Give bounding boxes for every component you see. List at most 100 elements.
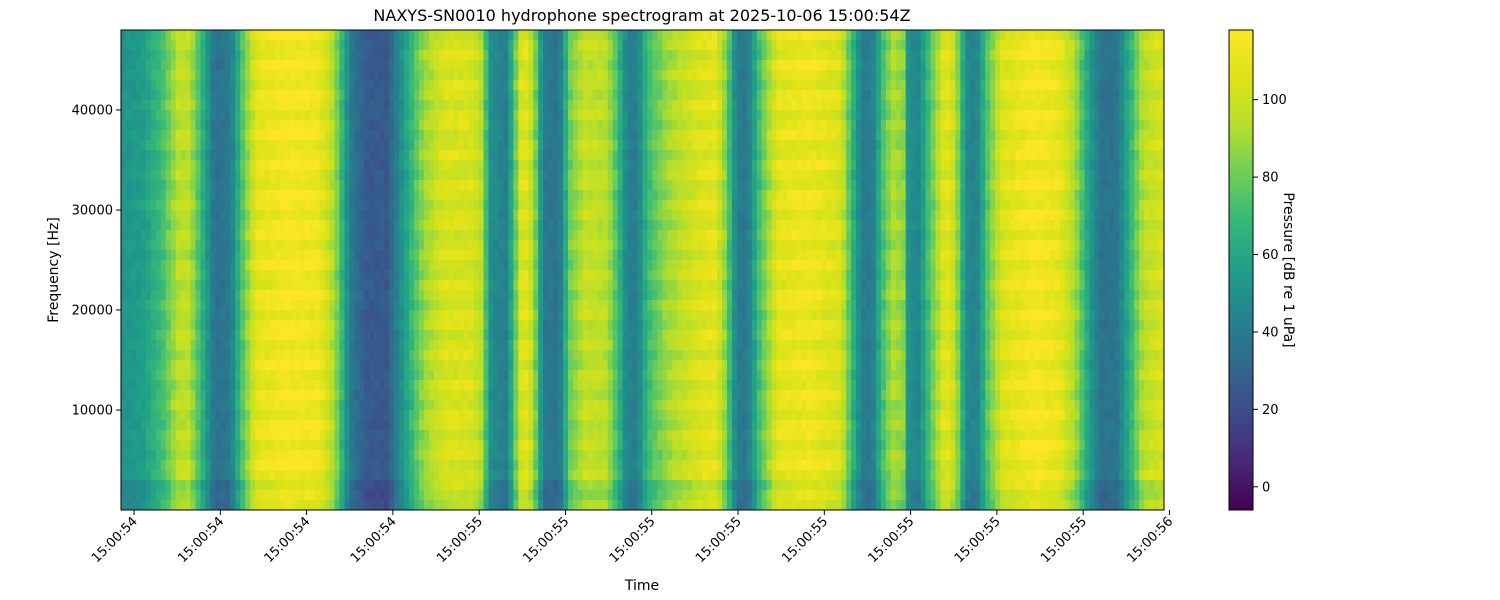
heatmap-cell: [235, 260, 241, 271]
heatmap-cell: [205, 80, 211, 91]
heatmap-cell: [458, 260, 465, 271]
heatmap-cell: [294, 130, 301, 141]
heatmap-cell: [602, 460, 609, 471]
heatmap-cell: [359, 420, 365, 431]
heatmap-cell: [339, 150, 346, 161]
heatmap-cell: [150, 260, 157, 271]
heatmap-cell: [458, 280, 465, 291]
heatmap-cell: [265, 140, 271, 151]
heatmap-cell: [135, 440, 142, 451]
heatmap-cell: [528, 250, 534, 261]
heatmap-cell: [145, 70, 152, 81]
heatmap-cell: [414, 350, 420, 361]
heatmap-cell: [155, 280, 162, 291]
heatmap-cell: [582, 150, 589, 161]
heatmap-cell: [205, 200, 211, 211]
heatmap-cell: [240, 70, 246, 81]
heatmap-cell: [284, 60, 291, 71]
heatmap-cell: [210, 170, 216, 181]
heatmap-cell: [423, 430, 430, 441]
heatmap-cell: [577, 400, 584, 411]
heatmap-cell: [533, 300, 539, 311]
heatmap-cell: [255, 500, 261, 510]
heatmap-cell: [309, 280, 316, 291]
heatmap-cell: [453, 340, 460, 351]
heatmap-cell: [543, 50, 549, 61]
heatmap-cell: [448, 380, 455, 391]
heatmap-cell: [230, 340, 236, 351]
heatmap-cell: [374, 40, 380, 51]
heatmap-cell: [145, 110, 152, 121]
heatmap-cell: [597, 120, 604, 131]
heatmap-cell: [543, 320, 549, 331]
heatmap-cell: [592, 410, 599, 421]
heatmap-cell: [125, 500, 132, 510]
heatmap-cell: [155, 30, 162, 41]
heatmap-cell: [240, 190, 246, 201]
heatmap-cell: [255, 460, 261, 471]
heatmap-cell: [185, 320, 192, 331]
heatmap-cell: [518, 350, 524, 361]
heatmap-cell: [513, 210, 519, 221]
heatmap-cell: [513, 380, 519, 391]
heatmap-cell: [463, 470, 470, 481]
heatmap-cell: [150, 320, 157, 331]
heatmap-cell: [592, 80, 599, 91]
heatmap-cell: [250, 100, 256, 111]
heatmap-cell: [299, 290, 306, 301]
heatmap-cell: [453, 200, 460, 211]
heatmap-cell: [369, 40, 375, 51]
heatmap-cell: [433, 190, 440, 201]
heatmap-cell: [577, 320, 584, 331]
heatmap-cell: [205, 380, 211, 391]
heatmap-cell: [597, 300, 604, 311]
heatmap-cell: [617, 110, 624, 121]
heatmap-cell: [528, 130, 534, 141]
heatmap-cell: [438, 90, 445, 101]
heatmap-cell: [587, 270, 594, 281]
heatmap-cell: [478, 270, 485, 281]
heatmap-cell: [200, 100, 207, 111]
heatmap-cell: [299, 470, 306, 481]
heatmap-cell: [627, 330, 634, 341]
heatmap-cell: [404, 430, 410, 441]
heatmap-cell: [538, 430, 544, 441]
heatmap-cell: [602, 270, 609, 281]
heatmap-cell: [260, 440, 266, 451]
heatmap-cell: [220, 100, 226, 111]
heatmap-cell: [409, 490, 415, 501]
heatmap-cell: [250, 120, 256, 131]
heatmap-cell: [488, 470, 495, 481]
heatmap-cell: [195, 280, 202, 291]
heatmap-cell: [423, 400, 430, 411]
heatmap-cell: [423, 350, 430, 361]
heatmap-cell: [498, 250, 505, 261]
heatmap-cell: [443, 370, 450, 381]
heatmap-cell: [265, 460, 271, 471]
heatmap-cell: [185, 170, 192, 181]
heatmap-cell: [200, 470, 207, 481]
heatmap-cell: [299, 110, 306, 121]
heatmap-cell: [553, 290, 559, 301]
heatmap-cell: [339, 100, 346, 111]
heatmap-cell: [558, 350, 564, 361]
heatmap-cell: [309, 140, 316, 151]
heatmap-cell: [374, 240, 380, 251]
heatmap-cell: [443, 220, 450, 231]
heatmap-cell: [587, 140, 594, 151]
heatmap-cell: [324, 230, 331, 241]
heatmap-cell: [314, 260, 321, 271]
heatmap-cell: [240, 350, 246, 361]
heatmap-cell: [508, 330, 514, 341]
heatmap-cell: [200, 260, 207, 271]
heatmap-cell: [225, 310, 231, 321]
heatmap-cell: [394, 450, 400, 461]
heatmap-cell: [498, 60, 505, 71]
heatmap-cell: [369, 200, 375, 211]
heatmap-cell: [359, 380, 365, 391]
heatmap-cell: [274, 70, 281, 81]
heatmap-cell: [279, 310, 286, 321]
heatmap-cell: [130, 240, 137, 251]
heatmap-cell: [602, 390, 609, 401]
heatmap-cell: [627, 220, 634, 231]
